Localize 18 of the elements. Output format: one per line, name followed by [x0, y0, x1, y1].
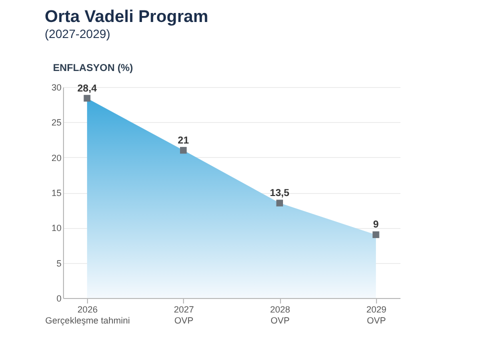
- text: 13,5: [270, 188, 290, 200]
- y-tick-label: 10: [51, 223, 62, 234]
- x-tick-label: 2026 Gerçekleşme tahmini: [45, 304, 130, 326]
- chart-title: Orta Vadeli Program: [44, 7, 208, 26]
- text: 21: [178, 135, 189, 146]
- x-tick-label: 2027 OVP: [174, 304, 194, 326]
- text: 9: [373, 220, 379, 231]
- text: 28,4: [77, 83, 97, 94]
- y-axis-title: ENFLASYON (%): [53, 63, 133, 74]
- y-tick-label: 20: [51, 152, 62, 163]
- y-tick-label: 15: [51, 188, 62, 198]
- chart-subtitle: (2027-2029): [44, 27, 110, 41]
- x-tick-label: 2029 OVP: [366, 304, 386, 326]
- y-tick-label: 30: [51, 82, 62, 92]
- y-tick-label: 25: [51, 118, 62, 128]
- y-tick-label: 0: [56, 294, 62, 304]
- x-tick-label: 2028 OVP: [270, 304, 290, 326]
- y-tick-label: 5: [56, 258, 62, 268]
